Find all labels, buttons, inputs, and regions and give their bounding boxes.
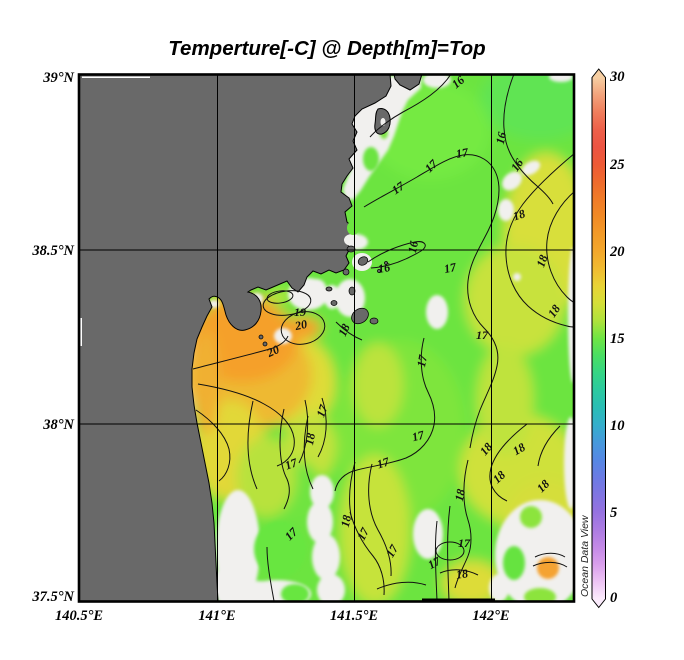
svg-text:17: 17 [375, 454, 392, 471]
svg-text:30: 30 [609, 69, 625, 85]
svg-text:140.5°E: 140.5°E [55, 608, 103, 624]
svg-text:0: 0 [610, 590, 617, 606]
svg-text:142°E: 142°E [472, 608, 510, 624]
svg-text:16: 16 [377, 260, 391, 276]
svg-text:17: 17 [313, 402, 331, 419]
svg-text:18: 18 [335, 322, 353, 339]
svg-text:20: 20 [293, 317, 309, 333]
svg-text:141°E: 141°E [198, 608, 236, 624]
svg-text:17: 17 [283, 455, 300, 473]
svg-text:25: 25 [609, 157, 625, 173]
svg-text:18: 18 [533, 253, 550, 269]
svg-text:Ocean Data View: Ocean Data View [579, 514, 591, 597]
svg-text:16: 16 [493, 131, 509, 146]
svg-text:17: 17 [443, 260, 459, 276]
svg-text:38°N: 38°N [42, 417, 74, 433]
svg-text:37.5°N: 37.5°N [31, 589, 74, 605]
svg-text:38.5°N: 38.5°N [31, 243, 74, 259]
svg-text:17: 17 [458, 536, 471, 550]
svg-text:19: 19 [294, 305, 306, 319]
svg-text:Temperture[-C] @ Depth[m]=Top: Temperture[-C] @ Depth[m]=Top [168, 37, 485, 60]
svg-text:39°N: 39°N [42, 70, 74, 86]
svg-text:16: 16 [405, 240, 421, 254]
svg-text:18: 18 [302, 432, 318, 446]
svg-text:20: 20 [264, 342, 282, 360]
svg-text:18: 18 [452, 488, 468, 503]
svg-text:17: 17 [410, 427, 426, 444]
svg-text:17: 17 [455, 145, 470, 161]
svg-text:10: 10 [610, 418, 625, 434]
svg-text:20: 20 [609, 244, 625, 260]
svg-text:17: 17 [414, 353, 430, 368]
svg-text:15: 15 [610, 331, 625, 347]
svg-text:141.5°E: 141.5°E [330, 608, 378, 624]
svg-text:18: 18 [511, 206, 527, 223]
svg-text:18: 18 [455, 566, 469, 582]
svg-text:18: 18 [338, 514, 354, 529]
svg-text:17: 17 [476, 328, 489, 342]
svg-text:5: 5 [610, 505, 617, 521]
